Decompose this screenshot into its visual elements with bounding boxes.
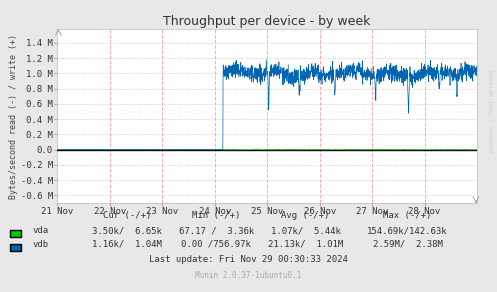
Text: Min (-/+): Min (-/+) (192, 211, 241, 220)
Text: Max (-/+): Max (-/+) (383, 211, 432, 220)
Y-axis label: Bytes/second read (-) / write (+): Bytes/second read (-) / write (+) (9, 34, 18, 199)
Text: 2.59M/  2.38M: 2.59M/ 2.38M (373, 240, 442, 249)
Text: 1.16k/  1.04M: 1.16k/ 1.04M (92, 240, 162, 249)
Text: 0.00 /756.97k: 0.00 /756.97k (181, 240, 251, 249)
Text: 154.69k/142.63k: 154.69k/142.63k (367, 226, 448, 235)
Text: vda: vda (32, 226, 48, 235)
Text: RRDTOOL / TOBI OETIKER: RRDTOOL / TOBI OETIKER (490, 70, 495, 152)
Text: vdb: vdb (32, 240, 48, 249)
Text: Last update: Fri Nov 29 00:30:33 2024: Last update: Fri Nov 29 00:30:33 2024 (149, 256, 348, 264)
Text: Munin 2.0.37-1ubuntu0.1: Munin 2.0.37-1ubuntu0.1 (195, 272, 302, 280)
Text: Avg (-/+): Avg (-/+) (281, 211, 330, 220)
Text: 1.07k/  5.44k: 1.07k/ 5.44k (271, 226, 340, 235)
Title: Throughput per device - by week: Throughput per device - by week (164, 15, 371, 28)
Text: Cur (-/+): Cur (-/+) (102, 211, 151, 220)
Text: 67.17 /  3.36k: 67.17 / 3.36k (178, 226, 254, 235)
Text: 3.50k/  6.65k: 3.50k/ 6.65k (92, 226, 162, 235)
Text: 21.13k/  1.01M: 21.13k/ 1.01M (268, 240, 343, 249)
